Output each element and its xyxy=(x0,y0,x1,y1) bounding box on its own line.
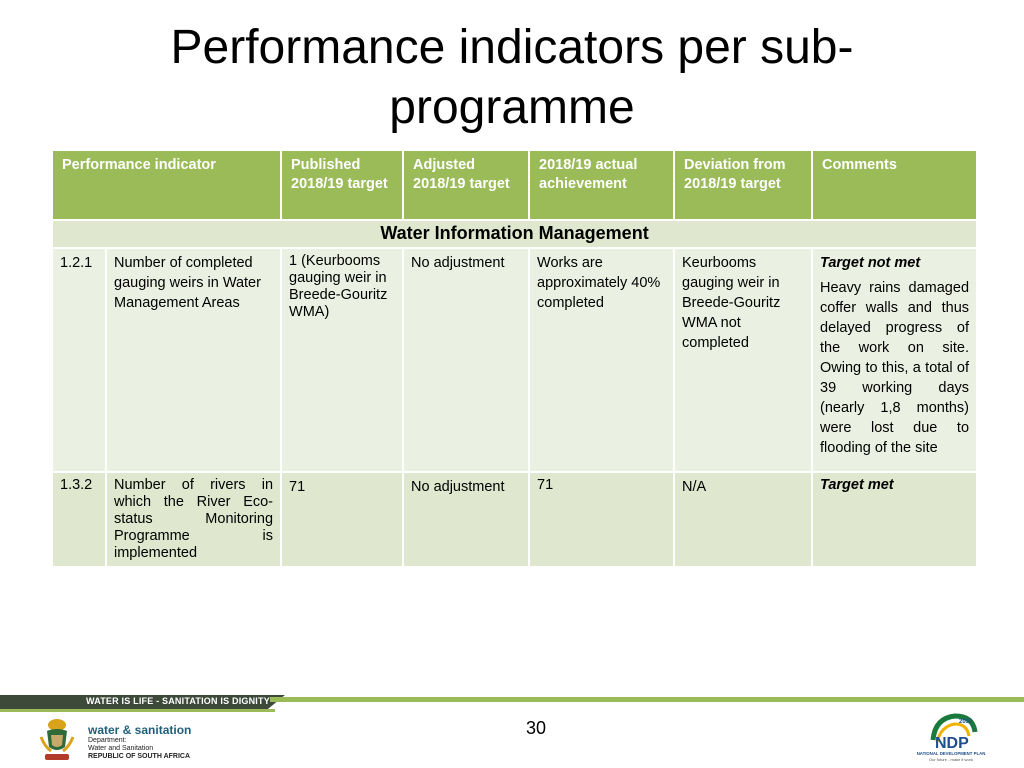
comment-status: Target met xyxy=(820,477,894,493)
ndp-name: NATIONAL DEVELOPMENT PLAN xyxy=(917,751,986,756)
header-deviation: Deviation from 2018/19 target xyxy=(673,149,814,221)
header-adjusted-target: Adjusted 2018/19 target xyxy=(402,149,531,221)
comment-text: Heavy rains damaged coffer walls and thu… xyxy=(820,280,970,456)
page-title: Performance indicators per sub-programme xyxy=(170,21,854,134)
page-number: 30 xyxy=(525,718,547,738)
ndp-logo-icon: 2030 NDP NATIONAL DEVELOPMENT PLAN Our f… xyxy=(917,713,986,762)
ndp-year: 2030 xyxy=(959,719,973,725)
table-row: 1.3.2 Number of rivers in which the Rive… xyxy=(51,471,979,568)
table-row: 1.2.1 Number of completed gauging weirs … xyxy=(51,247,979,473)
header-performance-indicator: Performance indicator xyxy=(50,149,283,221)
published-target: 71 xyxy=(280,471,405,568)
indicator-name: Number of rivers in which the River Eco-… xyxy=(104,471,283,568)
comment-cell: Target not met Heavy rains damaged coffe… xyxy=(811,247,979,473)
department-logo: water & sanitation Department: Water and… xyxy=(88,723,191,761)
indicator-name: Number of completed gauging weirs in Wat… xyxy=(104,247,283,473)
deviation: Keurbooms gauging weir in Breede-Gouritz… xyxy=(673,247,814,473)
department-name: Water and Sanitation xyxy=(88,745,154,752)
header-comments: Comments xyxy=(811,149,979,221)
department-brand: water & sanitation xyxy=(88,723,192,737)
deviation: N/A xyxy=(673,471,814,568)
adjusted-target: No adjustment xyxy=(402,247,531,473)
section-row: Water Information Management xyxy=(50,219,979,249)
department-country: REPUBLIC OF SOUTH AFRICA xyxy=(88,753,191,760)
footer-slogan-strip xyxy=(0,695,285,709)
footer-underline xyxy=(0,709,275,712)
comment-cell: Target met xyxy=(811,471,979,568)
footer-banner: WATER IS LIFE - SANITATION IS DIGNITY xyxy=(0,695,1024,715)
adjusted-target: No adjustment xyxy=(402,471,531,568)
section-title: Water Information Management xyxy=(50,219,979,249)
comment-status: Target not met xyxy=(820,255,921,271)
ndp-tagline: Our future - make it work xyxy=(929,757,973,762)
ndp-mark: NDP xyxy=(935,735,969,752)
published-target: 1 (Keurbooms gauging weir in Breede-Gour… xyxy=(280,247,405,473)
coat-of-arms-icon xyxy=(39,719,75,760)
performance-table: Performance indicator Published 2018/19 … xyxy=(50,149,979,568)
header-published-target: Published 2018/19 target xyxy=(280,149,405,221)
table-header-row: Performance indicator Published 2018/19 … xyxy=(50,149,979,221)
header-actual-achievement: 2018/19 actual achievement xyxy=(528,149,676,221)
actual-achievement: 71 xyxy=(528,471,676,568)
indicator-number: 1.3.2 xyxy=(51,471,107,568)
department-label: Department: xyxy=(88,737,127,744)
footer-green-line xyxy=(270,697,1024,702)
actual-achievement: Works are approximately 40% completed xyxy=(528,247,676,473)
footer-slogan: WATER IS LIFE - SANITATION IS DIGNITY xyxy=(86,696,270,706)
indicator-number: 1.2.1 xyxy=(51,247,107,473)
